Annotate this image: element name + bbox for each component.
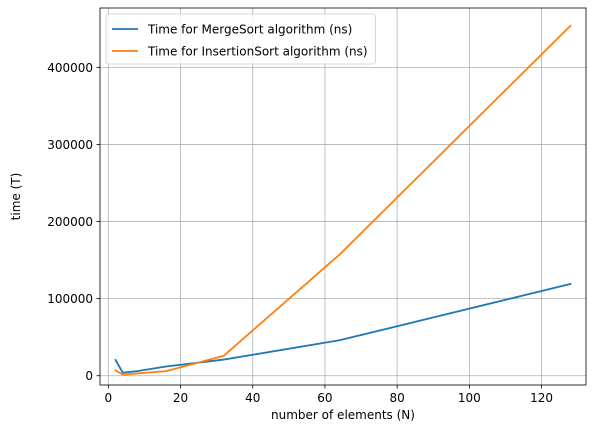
x-axis-label: number of elements (N) (271, 408, 415, 422)
legend-box (105, 13, 376, 65)
legend: Time for MergeSort algorithm (ns) Time fo… (105, 13, 376, 65)
y-tick-label: 200000 (47, 215, 93, 229)
y-tick-label: 300000 (47, 138, 93, 152)
plot-frame (99, 7, 587, 386)
axis-ticks: 0 20 40 60 80 100 120 0 100000 200000 300000 400000 (47, 61, 553, 405)
x-tick-label: 40 (245, 391, 260, 405)
x-tick-label: 80 (390, 391, 405, 405)
series-line-2 (114, 24, 572, 376)
y-tick-label: 100000 (47, 292, 93, 306)
x-tick-label: 120 (530, 391, 553, 405)
x-tick-label: 0 (104, 391, 112, 405)
series-line-1 (114, 282, 572, 374)
y-tick-label: 400000 (47, 61, 93, 75)
x-tick-label: 60 (317, 391, 332, 405)
series-layer (114, 24, 572, 376)
x-tick-label: 100 (458, 391, 481, 405)
x-tick-label: 20 (173, 391, 188, 405)
y-axis-label: time (T) (9, 173, 23, 221)
grid (100, 8, 586, 385)
legend-label: Time for InsertionSort algorithm (ns) (147, 45, 368, 59)
y-tick-label: 0 (85, 369, 93, 383)
legend-label: Time for MergeSort algorithm (ns) (147, 23, 352, 37)
